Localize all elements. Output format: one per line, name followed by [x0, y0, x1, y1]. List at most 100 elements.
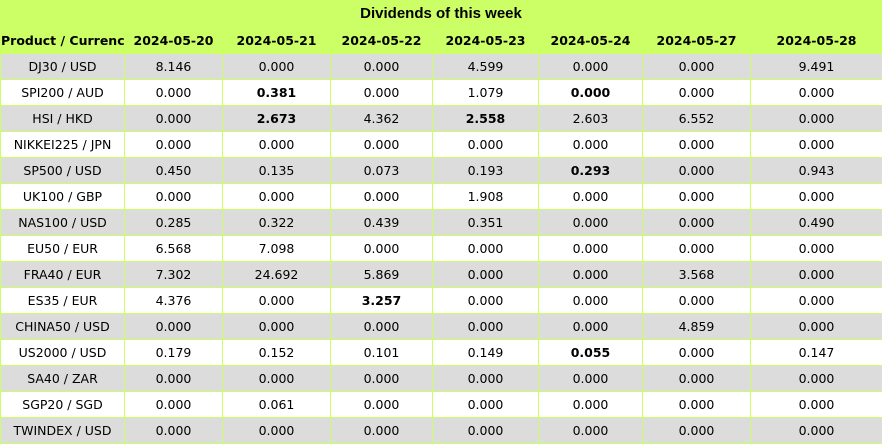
dividend-cell: 8.146	[125, 54, 223, 80]
product-cell: DJ30 / USD	[1, 54, 125, 80]
dividend-cell: 0.000	[433, 288, 539, 314]
dividend-cell: 4.859	[643, 314, 751, 340]
dividend-cell: 0.943	[751, 158, 882, 184]
product-cell: EU50 / EUR	[1, 236, 125, 262]
dividend-cell: 0.000	[223, 314, 331, 340]
dividend-cell: 4.376	[125, 288, 223, 314]
dividend-cell: 0.490	[751, 210, 882, 236]
dividend-cell: 0.000	[223, 366, 331, 392]
dividend-cell: 0.000	[433, 262, 539, 288]
dividend-cell: 0.000	[643, 392, 751, 418]
dividend-cell: 0.073	[331, 158, 433, 184]
dividend-cell: 0.000	[539, 210, 643, 236]
dividend-cell: 0.055	[539, 340, 643, 366]
dividends-table: Product / Currency 2024-05-20 2024-05-21…	[0, 27, 882, 444]
product-cell: UK100 / GBP	[1, 184, 125, 210]
dividend-cell: 0.000	[331, 54, 433, 80]
dividend-cell: 2.603	[539, 106, 643, 132]
dividend-cell: 0.000	[643, 366, 751, 392]
dividend-cell: 0.000	[751, 236, 882, 262]
dividend-cell: 0.000	[433, 418, 539, 444]
dividend-cell: 0.000	[125, 366, 223, 392]
dividend-cell: 0.450	[125, 158, 223, 184]
dividend-cell: 0.000	[751, 106, 882, 132]
dividend-cell: 0.061	[223, 392, 331, 418]
dividend-cell: 0.000	[643, 80, 751, 106]
dividend-cell: 0.000	[125, 80, 223, 106]
product-cell: NAS100 / USD	[1, 210, 125, 236]
dividend-cell: 0.000	[643, 236, 751, 262]
dividend-cell: 4.362	[331, 106, 433, 132]
product-cell: SGP20 / SGD	[1, 392, 125, 418]
product-cell: SP500 / USD	[1, 158, 125, 184]
dividend-cell: 0.285	[125, 210, 223, 236]
dividend-cell: 0.000	[539, 288, 643, 314]
dividend-cell: 6.568	[125, 236, 223, 262]
dividend-cell: 0.000	[643, 288, 751, 314]
product-cell: FRA40 / EUR	[1, 262, 125, 288]
dividend-cell: 0.000	[539, 54, 643, 80]
dividend-cell: 7.302	[125, 262, 223, 288]
dividend-cell: 3.568	[643, 262, 751, 288]
dividend-cell: 0.000	[433, 366, 539, 392]
dividend-cell: 0.351	[433, 210, 539, 236]
dividend-cell: 0.000	[751, 392, 882, 418]
dividend-cell: 0.000	[433, 392, 539, 418]
dividend-cell: 0.000	[539, 418, 643, 444]
dividend-cell: 0.000	[751, 418, 882, 444]
column-header-product: Product / Currency	[1, 28, 125, 54]
product-cell: US2000 / USD	[1, 340, 125, 366]
dividend-cell: 0.000	[331, 132, 433, 158]
dividend-cell: 0.152	[223, 340, 331, 366]
dividend-cell: 0.000	[643, 340, 751, 366]
column-header-date: 2024-05-24	[539, 28, 643, 54]
dividend-cell: 0.000	[539, 314, 643, 340]
dividend-cell: 0.000	[539, 80, 643, 106]
dividend-cell: 0.000	[125, 184, 223, 210]
dividend-cell: 0.000	[223, 132, 331, 158]
column-header-date: 2024-05-27	[643, 28, 751, 54]
column-header-date: 2024-05-22	[331, 28, 433, 54]
dividend-cell: 7.098	[223, 236, 331, 262]
dividend-cell: 0.000	[539, 262, 643, 288]
column-header-date: 2024-05-23	[433, 28, 539, 54]
dividend-cell: 0.000	[751, 184, 882, 210]
column-header-date: 2024-05-21	[223, 28, 331, 54]
dividend-cell: 0.000	[643, 54, 751, 80]
dividend-cell: 6.552	[643, 106, 751, 132]
dividend-cell: 2.558	[433, 106, 539, 132]
dividend-cell: 0.000	[643, 210, 751, 236]
dividend-cell: 3.257	[331, 288, 433, 314]
dividend-cell: 0.000	[751, 366, 882, 392]
dividend-cell: 0.000	[125, 418, 223, 444]
dividend-cell: 0.000	[643, 158, 751, 184]
dividend-cell: 0.135	[223, 158, 331, 184]
product-cell: HSI / HKD	[1, 106, 125, 132]
dividend-cell: 0.000	[751, 262, 882, 288]
dividend-cell: 0.000	[643, 418, 751, 444]
dividend-cell: 0.000	[751, 314, 882, 340]
column-header-date: 2024-05-20	[125, 28, 223, 54]
dividend-cell: 0.193	[433, 158, 539, 184]
dividend-cell: 0.000	[539, 132, 643, 158]
dividend-cell: 1.079	[433, 80, 539, 106]
dividend-cell: 0.381	[223, 80, 331, 106]
product-cell: CHINA50 / USD	[1, 314, 125, 340]
dividend-cell: 2.673	[223, 106, 331, 132]
dividend-cell: 0.000	[125, 392, 223, 418]
dividend-cell: 0.000	[331, 366, 433, 392]
